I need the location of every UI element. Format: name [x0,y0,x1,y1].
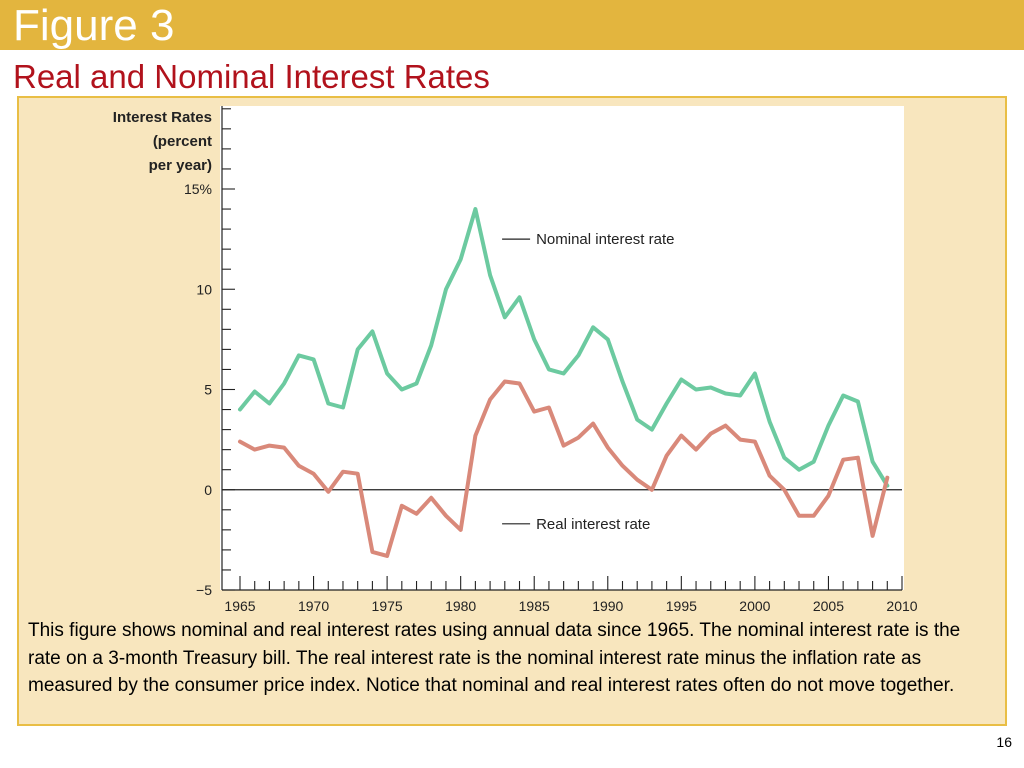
y-tick-label: 10 [196,281,212,297]
y-tick-label: 15% [184,181,212,197]
y-axis-title: Interest Rates (percent per year) [113,109,212,174]
y-tick-label: 5 [204,382,212,398]
real-rate-line [238,379,890,558]
figure-label: Figure 3 [13,1,175,50]
x-tick-label: 1995 [666,598,697,614]
series-lines [238,207,890,558]
x-tick-label: 1985 [519,598,550,614]
y-tick-label: 0 [204,482,212,498]
page-number: 16 [996,734,1012,750]
x-tick-label: 2000 [739,598,770,614]
nominal-rate-line [238,207,890,488]
axis-ticks: −5 0 5 10 15% 1965 1970 1975 1980 1985 1990 1995 200… [184,106,918,614]
nominal-series-label: Nominal interest rate [536,231,674,248]
x-tick-label: 2005 [813,598,844,614]
header-bar [0,0,1024,50]
x-tick-label: 1970 [298,598,329,614]
x-tick-label: 2010 [886,598,917,614]
x-tick-label: 1975 [372,598,403,614]
y-axis-title-line: per year) [149,157,212,174]
x-tick-label: 1965 [224,598,255,614]
real-series-label: Real interest rate [536,516,650,533]
series-labels: Nominal interest rate Real interest rate [502,231,674,533]
slide-title: Real and Nominal Interest Rates [13,58,490,95]
plot-background [220,106,904,590]
x-tick-label: 1980 [445,598,476,614]
y-axis-title-line: (percent [153,133,212,150]
x-tick-label: 1990 [592,598,623,614]
y-axis-title-line: Interest Rates [113,109,212,126]
figure-caption: This figure shows nominal and real inter… [28,620,961,696]
y-tick-label: −5 [196,582,212,598]
